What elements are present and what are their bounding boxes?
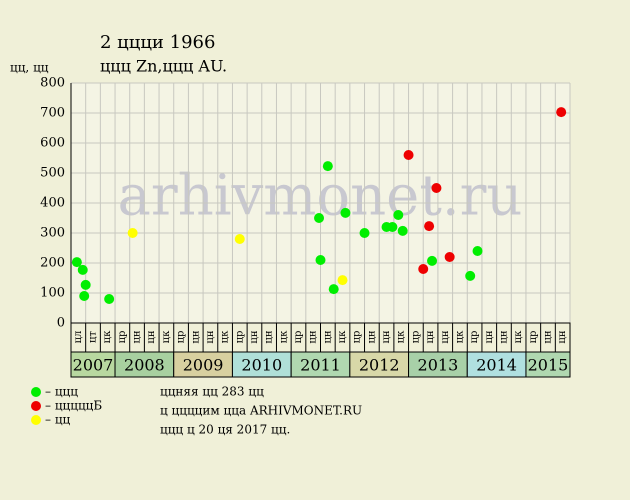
- point: [315, 255, 326, 265]
- x-tick-label: цр: [234, 331, 245, 344]
- x-tick-label: цн: [498, 330, 509, 343]
- y-tick-label: 300: [40, 226, 65, 241]
- year-band: [173, 351, 233, 378]
- y-tick-label: 500: [40, 166, 65, 181]
- x-tick-label: цк: [278, 330, 289, 343]
- x-tick-label: цк: [396, 330, 407, 343]
- x-tick-label: цт: [88, 331, 99, 343]
- point: [314, 213, 325, 223]
- x-tick-label: цк: [220, 330, 231, 343]
- chart-title: 2 ццци 1966: [100, 32, 215, 53]
- y-tick-label: 800: [40, 76, 65, 91]
- point: [444, 252, 455, 262]
- x-tick-label: цн: [484, 330, 495, 343]
- year-band: [231, 351, 292, 378]
- x-tick-label: цн: [264, 330, 275, 343]
- x-tick-label: цк: [513, 330, 524, 343]
- year-label: 2014: [476, 356, 517, 375]
- point: [424, 221, 435, 232]
- x-tick-label: цр: [352, 331, 363, 344]
- x-tick-label: цн: [205, 330, 216, 343]
- year-band: [114, 351, 175, 378]
- year-label: 2015: [528, 356, 569, 375]
- point: [80, 279, 91, 290]
- x-tick-label: цк: [161, 330, 172, 343]
- y-tick-label: 200: [40, 256, 65, 271]
- x-tick-label: цн: [249, 330, 260, 343]
- y-tick-label: 400: [40, 196, 65, 211]
- point: [340, 207, 351, 218]
- point: [556, 107, 567, 118]
- legend-label: – ццц: [45, 385, 78, 399]
- point: [322, 161, 333, 172]
- point: [337, 275, 348, 286]
- x-tick-label: цл: [73, 331, 84, 344]
- y-axis-label: цц, цц: [10, 61, 49, 75]
- legend-marker: [31, 401, 41, 411]
- y-tick-label: 100: [40, 286, 65, 301]
- x-tick-label: цк: [102, 330, 113, 343]
- chart-subtitle: ццц Zn,ццц AU.: [100, 57, 227, 76]
- point: [465, 270, 476, 281]
- point: [104, 294, 115, 304]
- x-tick-label: цн: [146, 330, 157, 343]
- point: [472, 246, 483, 256]
- year-label: 2011: [300, 356, 341, 375]
- legend-label: – цццццБ: [45, 399, 102, 413]
- x-tick-label: цк: [337, 330, 348, 343]
- x-tick-label: цр: [176, 331, 187, 344]
- year-label: 2010: [241, 356, 282, 375]
- point: [403, 150, 414, 160]
- y-tick-label: 600: [40, 136, 65, 151]
- point: [393, 210, 404, 220]
- legend-label: – цц: [45, 413, 71, 427]
- note: ц ццццим ццa ARHIVMONET.RU: [160, 404, 362, 418]
- point: [77, 264, 88, 275]
- point: [127, 228, 138, 238]
- year-label: 2013: [418, 356, 459, 375]
- x-tick-label: цн: [425, 330, 436, 343]
- x-tick-label: цр: [117, 331, 128, 344]
- x-tick-label: цк: [454, 330, 465, 343]
- point: [397, 225, 408, 236]
- frame: [70, 322, 571, 378]
- note: ццняя цц 283 цц: [160, 385, 264, 399]
- note: ццц ц 20 ця 2017 цц.: [160, 423, 290, 437]
- point: [387, 222, 398, 232]
- x-tick-label: цн: [308, 330, 319, 343]
- year-label: 2008: [124, 356, 165, 375]
- x-tick-label: цн: [440, 330, 451, 343]
- year-label: 2009: [183, 356, 224, 375]
- legend-marker: [31, 387, 41, 397]
- point: [427, 255, 438, 266]
- year-band: [349, 351, 410, 378]
- x-tick-label: цр: [293, 331, 304, 344]
- legend-marker: [31, 415, 41, 425]
- point: [71, 257, 82, 268]
- point: [234, 234, 245, 244]
- y-tick-label: 0: [57, 316, 65, 331]
- point: [418, 264, 429, 274]
- point: [328, 284, 339, 295]
- y-tick-label: 700: [40, 106, 65, 121]
- x-tick-label: цн: [322, 330, 333, 343]
- x-tick-label: цн: [381, 330, 392, 343]
- year-label: 2007: [73, 356, 114, 375]
- x-tick-label: цн: [542, 330, 553, 343]
- point: [431, 183, 442, 193]
- x-tick-label: цр: [528, 331, 539, 344]
- x-tick-label: цн: [132, 330, 143, 343]
- x-tick-label: цн: [557, 330, 568, 343]
- year-label: 2012: [359, 356, 400, 375]
- year-band: [408, 351, 468, 378]
- x-tick-label: цр: [410, 331, 421, 344]
- point: [359, 228, 370, 238]
- point: [79, 291, 90, 301]
- x-tick-label: цр: [469, 331, 480, 344]
- x-tick-label: цн: [366, 330, 377, 343]
- x-tick-label: цн: [190, 330, 201, 343]
